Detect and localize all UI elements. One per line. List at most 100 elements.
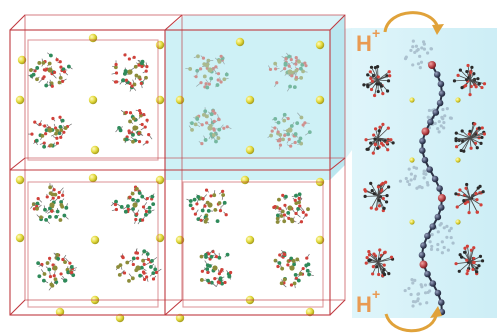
chain-atom xyxy=(438,90,446,97)
polyoxometalate-cluster-icon xyxy=(267,112,312,150)
cation-sphere-icon xyxy=(175,95,185,105)
proton-label-top-base: H xyxy=(356,31,372,56)
lattice-content xyxy=(15,33,325,323)
chain-atom xyxy=(419,137,426,145)
proton-hopping-chain-icon xyxy=(418,61,446,316)
cation-sphere-icon xyxy=(155,175,165,185)
cation-sphere-icon xyxy=(409,97,415,103)
proton-label-top: H + xyxy=(356,25,380,56)
chain-atom xyxy=(433,71,441,78)
proton-label-bottom-base: H xyxy=(356,292,372,317)
cation-sphere-icon xyxy=(315,95,325,105)
oxygen-atom xyxy=(421,127,430,136)
cation-sphere-icon xyxy=(155,233,165,243)
polyoxometalate-cluster-icon xyxy=(454,244,485,276)
polyoxometalate-cluster-icon xyxy=(185,54,229,90)
cation-sphere-icon xyxy=(15,175,25,185)
cation-sphere-icon xyxy=(240,175,250,185)
cation-sphere-icon xyxy=(55,307,65,317)
polyoxometalate-cluster-icon xyxy=(403,278,432,308)
arrow-head-bottom xyxy=(430,306,442,318)
oxygen-atom xyxy=(419,260,428,269)
chain-atom xyxy=(436,99,444,107)
cation-sphere-icon xyxy=(245,145,255,155)
chain-atom xyxy=(432,109,440,116)
cation-sphere-icon xyxy=(245,235,255,245)
cation-sphere-icon xyxy=(90,235,100,245)
polyoxometalate-cluster-icon xyxy=(115,108,153,146)
cation-sphere-icon xyxy=(235,37,245,47)
cation-sphere-icon xyxy=(90,145,100,155)
cation-sphere-icon xyxy=(15,95,25,105)
chain-atom xyxy=(436,185,443,192)
curved-arrow-icon-top xyxy=(383,11,440,33)
polyoxometalate-cluster-icon xyxy=(199,249,233,287)
polyoxometalate-cluster-icon xyxy=(28,52,73,88)
polyoxometalate-cluster-icon xyxy=(186,188,228,224)
cation-sphere-icon xyxy=(88,95,98,105)
chain-atom xyxy=(427,118,434,126)
chain-atom xyxy=(434,289,442,297)
polyoxometalate-cluster-icon xyxy=(398,165,430,190)
polyoxometalate-cluster-icon xyxy=(110,185,156,225)
proton-label-bottom: H + xyxy=(356,286,380,317)
chain-atom xyxy=(437,204,445,211)
polyoxometalate-cluster-icon xyxy=(30,183,69,224)
chain-atom xyxy=(431,175,439,183)
chain-atom xyxy=(437,80,445,88)
chain-atom xyxy=(426,166,433,173)
cation-sphere-icon xyxy=(455,97,461,103)
arrow-head-top xyxy=(432,24,444,35)
chain-atom xyxy=(424,232,431,240)
cation-sphere-icon xyxy=(315,235,325,245)
polyoxometalate-cluster-icon xyxy=(363,180,391,213)
polyoxometalate-cluster-icon xyxy=(36,252,77,291)
cation-sphere-icon xyxy=(305,307,315,317)
polyoxometalate-cluster-icon xyxy=(111,53,149,92)
polyoxometalate-cluster-icon xyxy=(454,182,485,215)
polyoxometalate-cluster-icon xyxy=(272,192,310,225)
polyoxometalate-cluster-icon xyxy=(452,63,487,97)
cation-sphere-icon xyxy=(88,173,98,183)
chain-atom xyxy=(434,213,442,221)
cation-sphere-icon xyxy=(455,157,461,163)
polyoxometalate-cluster-icon xyxy=(268,52,308,92)
cation-sphere-icon xyxy=(409,219,415,225)
chain-atom xyxy=(418,147,426,154)
proton-conduction-panel xyxy=(362,39,487,316)
proton-label-bottom-sup: + xyxy=(372,286,380,302)
cation-sphere-icon xyxy=(17,55,27,65)
polyoxometalate-cluster-icon xyxy=(188,107,232,146)
oxygen-atom xyxy=(428,61,436,69)
chain-atom xyxy=(420,242,427,249)
polyoxometalate-cluster-icon xyxy=(403,39,434,70)
polyoxometalate-cluster-icon xyxy=(362,65,392,98)
cation-sphere-icon xyxy=(155,95,165,105)
polyoxometalate-cluster-icon xyxy=(115,248,162,283)
cation-sphere-icon xyxy=(315,40,325,50)
cation-sphere-icon xyxy=(88,33,98,43)
curved-arrow-icon-bottom xyxy=(384,313,438,333)
polyoxometalate-cluster-icon xyxy=(273,249,314,289)
polyoxometalate-cluster-icon xyxy=(364,122,395,155)
proton-label-top-sup: + xyxy=(372,25,380,41)
cation-sphere-icon xyxy=(15,233,25,243)
cation-sphere-icon xyxy=(245,95,255,105)
crystal-lattice xyxy=(9,14,346,316)
chain-atom xyxy=(421,156,429,164)
cation-sphere-icon xyxy=(175,313,185,323)
chain-atom xyxy=(424,270,431,278)
cation-sphere-icon xyxy=(155,40,165,50)
cation-sphere-icon xyxy=(455,219,461,225)
chain-atom xyxy=(418,251,426,259)
chain-atom xyxy=(429,223,437,230)
chain-atom xyxy=(437,299,445,306)
cation-sphere-icon xyxy=(115,313,125,323)
chain-atom xyxy=(429,280,437,287)
polyoxometalate-cluster-icon xyxy=(364,248,395,278)
polyoxometalate-cluster-icon xyxy=(28,115,72,149)
polyoxometalate-cluster-icon xyxy=(454,121,487,153)
oxygen-atom xyxy=(437,194,446,202)
